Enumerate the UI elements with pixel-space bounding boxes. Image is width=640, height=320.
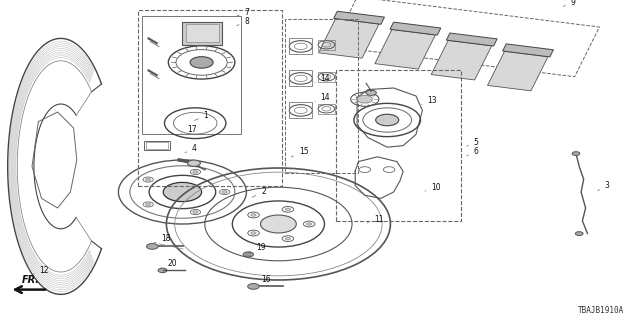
Circle shape <box>366 90 376 95</box>
Circle shape <box>285 237 291 240</box>
Text: 16: 16 <box>255 276 271 284</box>
Text: 13: 13 <box>422 96 437 105</box>
Circle shape <box>307 223 312 225</box>
Circle shape <box>190 57 213 68</box>
Circle shape <box>243 252 253 257</box>
Bar <box>318 104 335 114</box>
Polygon shape <box>431 40 492 80</box>
Bar <box>138 10 282 186</box>
Bar <box>142 16 241 134</box>
Text: 2: 2 <box>252 188 266 197</box>
Bar <box>144 141 170 150</box>
Bar <box>146 142 168 149</box>
Circle shape <box>222 191 227 193</box>
Circle shape <box>146 203 151 206</box>
Circle shape <box>193 171 198 173</box>
Text: 9: 9 <box>563 0 576 7</box>
Text: 4: 4 <box>185 144 197 153</box>
Text: 3: 3 <box>598 181 610 191</box>
Polygon shape <box>446 33 497 46</box>
Bar <box>289 38 312 54</box>
Text: 12: 12 <box>33 266 49 275</box>
Circle shape <box>146 178 151 181</box>
Circle shape <box>572 152 580 156</box>
Text: 17: 17 <box>181 125 196 134</box>
Text: 10: 10 <box>425 183 441 192</box>
Text: FR.: FR. <box>22 276 40 285</box>
Text: 11: 11 <box>367 215 383 224</box>
Text: 8: 8 <box>237 17 249 26</box>
Bar <box>318 72 335 82</box>
Bar <box>336 70 461 221</box>
Bar <box>289 102 312 118</box>
Text: 20: 20 <box>161 260 177 268</box>
Text: 19: 19 <box>248 244 266 253</box>
Bar <box>182 22 222 45</box>
Circle shape <box>193 211 198 213</box>
Circle shape <box>147 244 158 249</box>
Circle shape <box>575 232 583 236</box>
Polygon shape <box>390 22 441 35</box>
Text: 15: 15 <box>291 148 308 157</box>
Circle shape <box>188 160 200 166</box>
Polygon shape <box>333 11 385 24</box>
Circle shape <box>248 284 259 289</box>
Bar <box>285 19 358 173</box>
Bar <box>318 40 335 50</box>
Polygon shape <box>319 19 379 58</box>
Circle shape <box>285 208 291 211</box>
Circle shape <box>163 182 202 202</box>
Text: 6: 6 <box>467 148 479 156</box>
Bar <box>186 24 219 42</box>
Circle shape <box>251 232 256 234</box>
Text: 1: 1 <box>195 111 208 120</box>
Text: 7: 7 <box>237 8 250 17</box>
Text: 14: 14 <box>315 93 330 102</box>
Circle shape <box>251 214 256 216</box>
Text: 18: 18 <box>154 234 171 243</box>
Text: 5: 5 <box>467 138 479 147</box>
Circle shape <box>376 114 399 126</box>
Circle shape <box>158 268 167 273</box>
Text: 14: 14 <box>315 74 330 83</box>
Polygon shape <box>375 29 435 69</box>
Text: TBAJB1910A: TBAJB1910A <box>578 306 624 315</box>
Polygon shape <box>488 51 548 91</box>
Circle shape <box>357 95 372 103</box>
Bar <box>289 70 312 86</box>
Circle shape <box>260 215 296 233</box>
Polygon shape <box>502 44 554 57</box>
